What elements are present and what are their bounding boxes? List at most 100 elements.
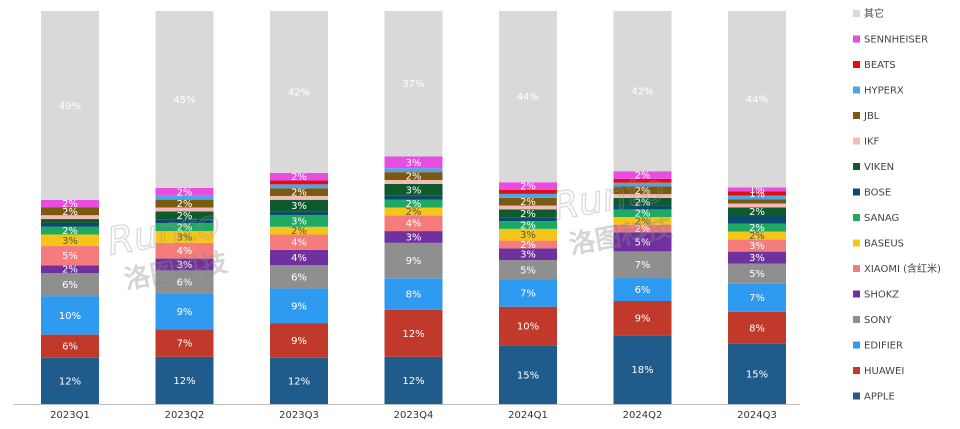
bar-segment (728, 203, 786, 208)
legend-label: JBL (863, 111, 880, 122)
bar-segment (499, 260, 557, 280)
data-label: 10% (59, 311, 81, 322)
legend-label: SHOKZ (864, 290, 899, 301)
bar-segment (613, 197, 672, 206)
legend-swatch (853, 61, 860, 68)
data-label: 7% (749, 293, 765, 304)
bar-segment (41, 357, 99, 404)
data-label: 2% (406, 199, 422, 210)
data-label: 2% (635, 197, 651, 208)
bar-segment (728, 187, 786, 192)
data-label: 3% (520, 230, 536, 241)
bar-segment (155, 329, 214, 357)
bar-segment (613, 278, 672, 301)
bar-segment (613, 194, 672, 198)
data-label: 9% (406, 256, 422, 267)
bar-segment (270, 288, 328, 324)
data-label: 6% (291, 272, 307, 283)
bar-segment (613, 209, 672, 218)
legend-item: HUAWEI (853, 366, 904, 377)
bar-segment (384, 356, 443, 404)
data-label: 2% (62, 207, 78, 218)
data-label: 3% (406, 158, 422, 169)
bar-segment (41, 246, 99, 266)
bar-segment (270, 188, 328, 196)
data-label: 2% (635, 209, 651, 220)
data-label: 6% (62, 342, 78, 353)
bar-segment (155, 199, 214, 208)
bar-segment (384, 199, 443, 208)
legend-item: BOSE (853, 188, 891, 199)
data-label: 15% (517, 370, 539, 381)
data-label: 2% (62, 199, 78, 210)
bar-segment (613, 335, 672, 404)
data-label: 12% (288, 376, 310, 387)
bar-segment (613, 11, 672, 172)
legend-item: 其它 (853, 7, 884, 20)
data-label: 1% (749, 185, 765, 196)
data-label: 42% (288, 87, 310, 98)
bar-segment (499, 240, 557, 249)
data-label: 2% (62, 265, 78, 276)
bar-segment (613, 300, 672, 336)
x-tick-label: 2024Q2 (623, 410, 663, 421)
bar-segment (41, 226, 99, 235)
data-label: 2% (749, 207, 765, 218)
bar-segment (728, 231, 786, 240)
legend-swatch (853, 239, 860, 247)
data-label: 1% (749, 189, 765, 200)
bar-segment (384, 172, 443, 180)
data-label: 12% (59, 376, 81, 387)
legend-item: IKF (853, 137, 880, 148)
data-label: 10% (517, 322, 539, 333)
bar-segment (270, 265, 328, 289)
data-label: 12% (402, 329, 424, 340)
bar-segment (270, 357, 328, 404)
bar-segment (155, 195, 214, 200)
data-label: 7% (177, 339, 193, 350)
bar-segment (499, 279, 557, 307)
legend-swatch (853, 86, 860, 94)
bar-segment (270, 184, 328, 189)
data-label: 2% (520, 240, 536, 251)
bar-segment (613, 232, 672, 252)
bar-segment (384, 215, 443, 232)
bar-segment (499, 217, 557, 222)
data-label: 8% (406, 289, 422, 300)
data-label: 3% (177, 232, 193, 243)
bar-segment (728, 11, 786, 188)
data-label: 2% (520, 197, 536, 208)
data-label: 37% (402, 79, 424, 90)
bar-segment (613, 205, 672, 210)
data-label: 3% (291, 201, 307, 212)
bar-segment (41, 273, 99, 297)
bar-segment (499, 209, 557, 218)
bar-segment (384, 156, 443, 169)
bar-segment (270, 11, 328, 173)
data-label: 6% (635, 285, 651, 296)
bars-layer: 12%6%10%6%2%5%3%2%2%2%49%12%7%9%6%3%4%3%… (41, 11, 786, 404)
legend-swatch (853, 10, 860, 17)
data-label: 9% (291, 301, 307, 312)
bar-segment (499, 205, 557, 210)
legend-swatch (853, 316, 860, 323)
legend-label: HUAWEI (864, 366, 904, 377)
bar-group-2023Q2: 12%7%9%6%3%4%3%2%2%2%2%45% (155, 11, 214, 404)
bar-segment (155, 207, 214, 212)
data-label: 2% (520, 209, 536, 220)
legend-label: IKF (864, 137, 880, 148)
bar-segment (613, 217, 672, 225)
bar-segment (270, 323, 328, 358)
bar-segment (384, 195, 443, 200)
x-tick-label: 2023Q2 (165, 410, 205, 421)
data-label: 12% (173, 376, 195, 387)
bar-segment (155, 11, 214, 188)
data-label: 2% (177, 223, 193, 234)
bar-segment (728, 263, 786, 284)
legend-swatch (853, 341, 860, 349)
data-label: 8% (749, 323, 765, 334)
legend-label: BASEUS (864, 239, 904, 250)
data-label: 2% (635, 171, 651, 182)
legend-item: BASEUS (853, 239, 904, 250)
data-label: 4% (406, 219, 422, 230)
